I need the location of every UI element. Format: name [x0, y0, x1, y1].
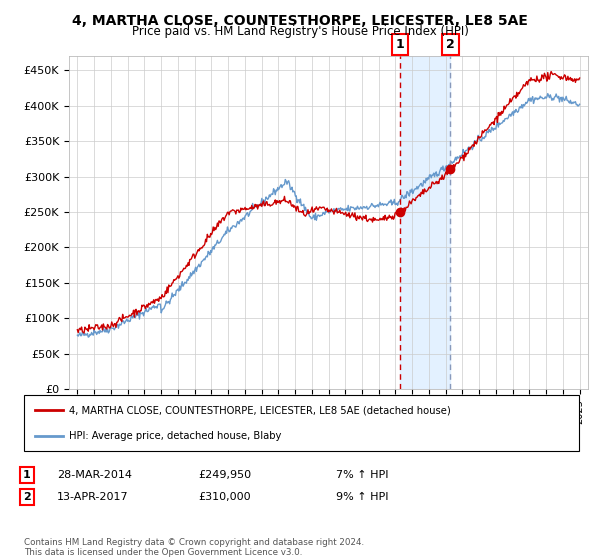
- Text: 1: 1: [395, 38, 404, 51]
- Text: Price paid vs. HM Land Registry's House Price Index (HPI): Price paid vs. HM Land Registry's House …: [131, 25, 469, 38]
- Text: Contains HM Land Registry data © Crown copyright and database right 2024.
This d: Contains HM Land Registry data © Crown c…: [24, 538, 364, 557]
- Text: 4, MARTHA CLOSE, COUNTESTHORPE, LEICESTER, LE8 5AE: 4, MARTHA CLOSE, COUNTESTHORPE, LEICESTE…: [72, 14, 528, 28]
- Text: 2: 2: [23, 492, 31, 502]
- Text: 4, MARTHA CLOSE, COUNTESTHORPE, LEICESTER, LE8 5AE (detached house): 4, MARTHA CLOSE, COUNTESTHORPE, LEICESTE…: [69, 405, 451, 416]
- Text: 7% ↑ HPI: 7% ↑ HPI: [336, 470, 389, 480]
- Text: £310,000: £310,000: [198, 492, 251, 502]
- Text: 9% ↑ HPI: 9% ↑ HPI: [336, 492, 389, 502]
- Text: 13-APR-2017: 13-APR-2017: [57, 492, 128, 502]
- Text: 28-MAR-2014: 28-MAR-2014: [57, 470, 132, 480]
- Text: 2: 2: [446, 38, 455, 51]
- Text: 1: 1: [23, 470, 31, 480]
- Text: HPI: Average price, detached house, Blaby: HPI: Average price, detached house, Blab…: [69, 431, 281, 441]
- Bar: [400, 56, 451, 389]
- Text: £249,950: £249,950: [198, 470, 251, 480]
